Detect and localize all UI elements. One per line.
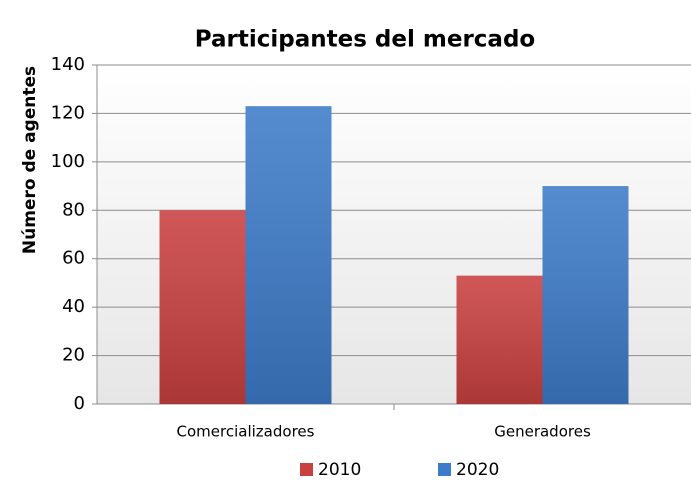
y-tick-label: 140: [51, 54, 85, 75]
bar-shade: [159, 210, 246, 404]
legend-swatch: [300, 463, 313, 476]
x-tick-label: Comercializadores: [177, 423, 315, 441]
bar-shade: [542, 186, 629, 404]
y-tick-label: 20: [62, 345, 85, 366]
y-axis-label: Número de agentes: [20, 66, 40, 254]
y-tick-label: 0: [74, 393, 85, 414]
y-tick-label: 40: [62, 296, 85, 317]
y-tick-label: 120: [51, 102, 85, 123]
legend-swatch: [438, 463, 451, 476]
bar-shade: [456, 275, 543, 404]
legend-label: 2010: [318, 460, 361, 480]
y-tick-label: 100: [51, 151, 85, 172]
y-tick-label: 80: [62, 199, 85, 220]
x-tick-label: Generadores: [494, 423, 591, 441]
bar-shade: [245, 106, 332, 405]
y-tick-label: 60: [62, 248, 85, 269]
chart-title: Participantes del mercado: [195, 27, 535, 53]
legend-label: 2020: [456, 460, 499, 480]
